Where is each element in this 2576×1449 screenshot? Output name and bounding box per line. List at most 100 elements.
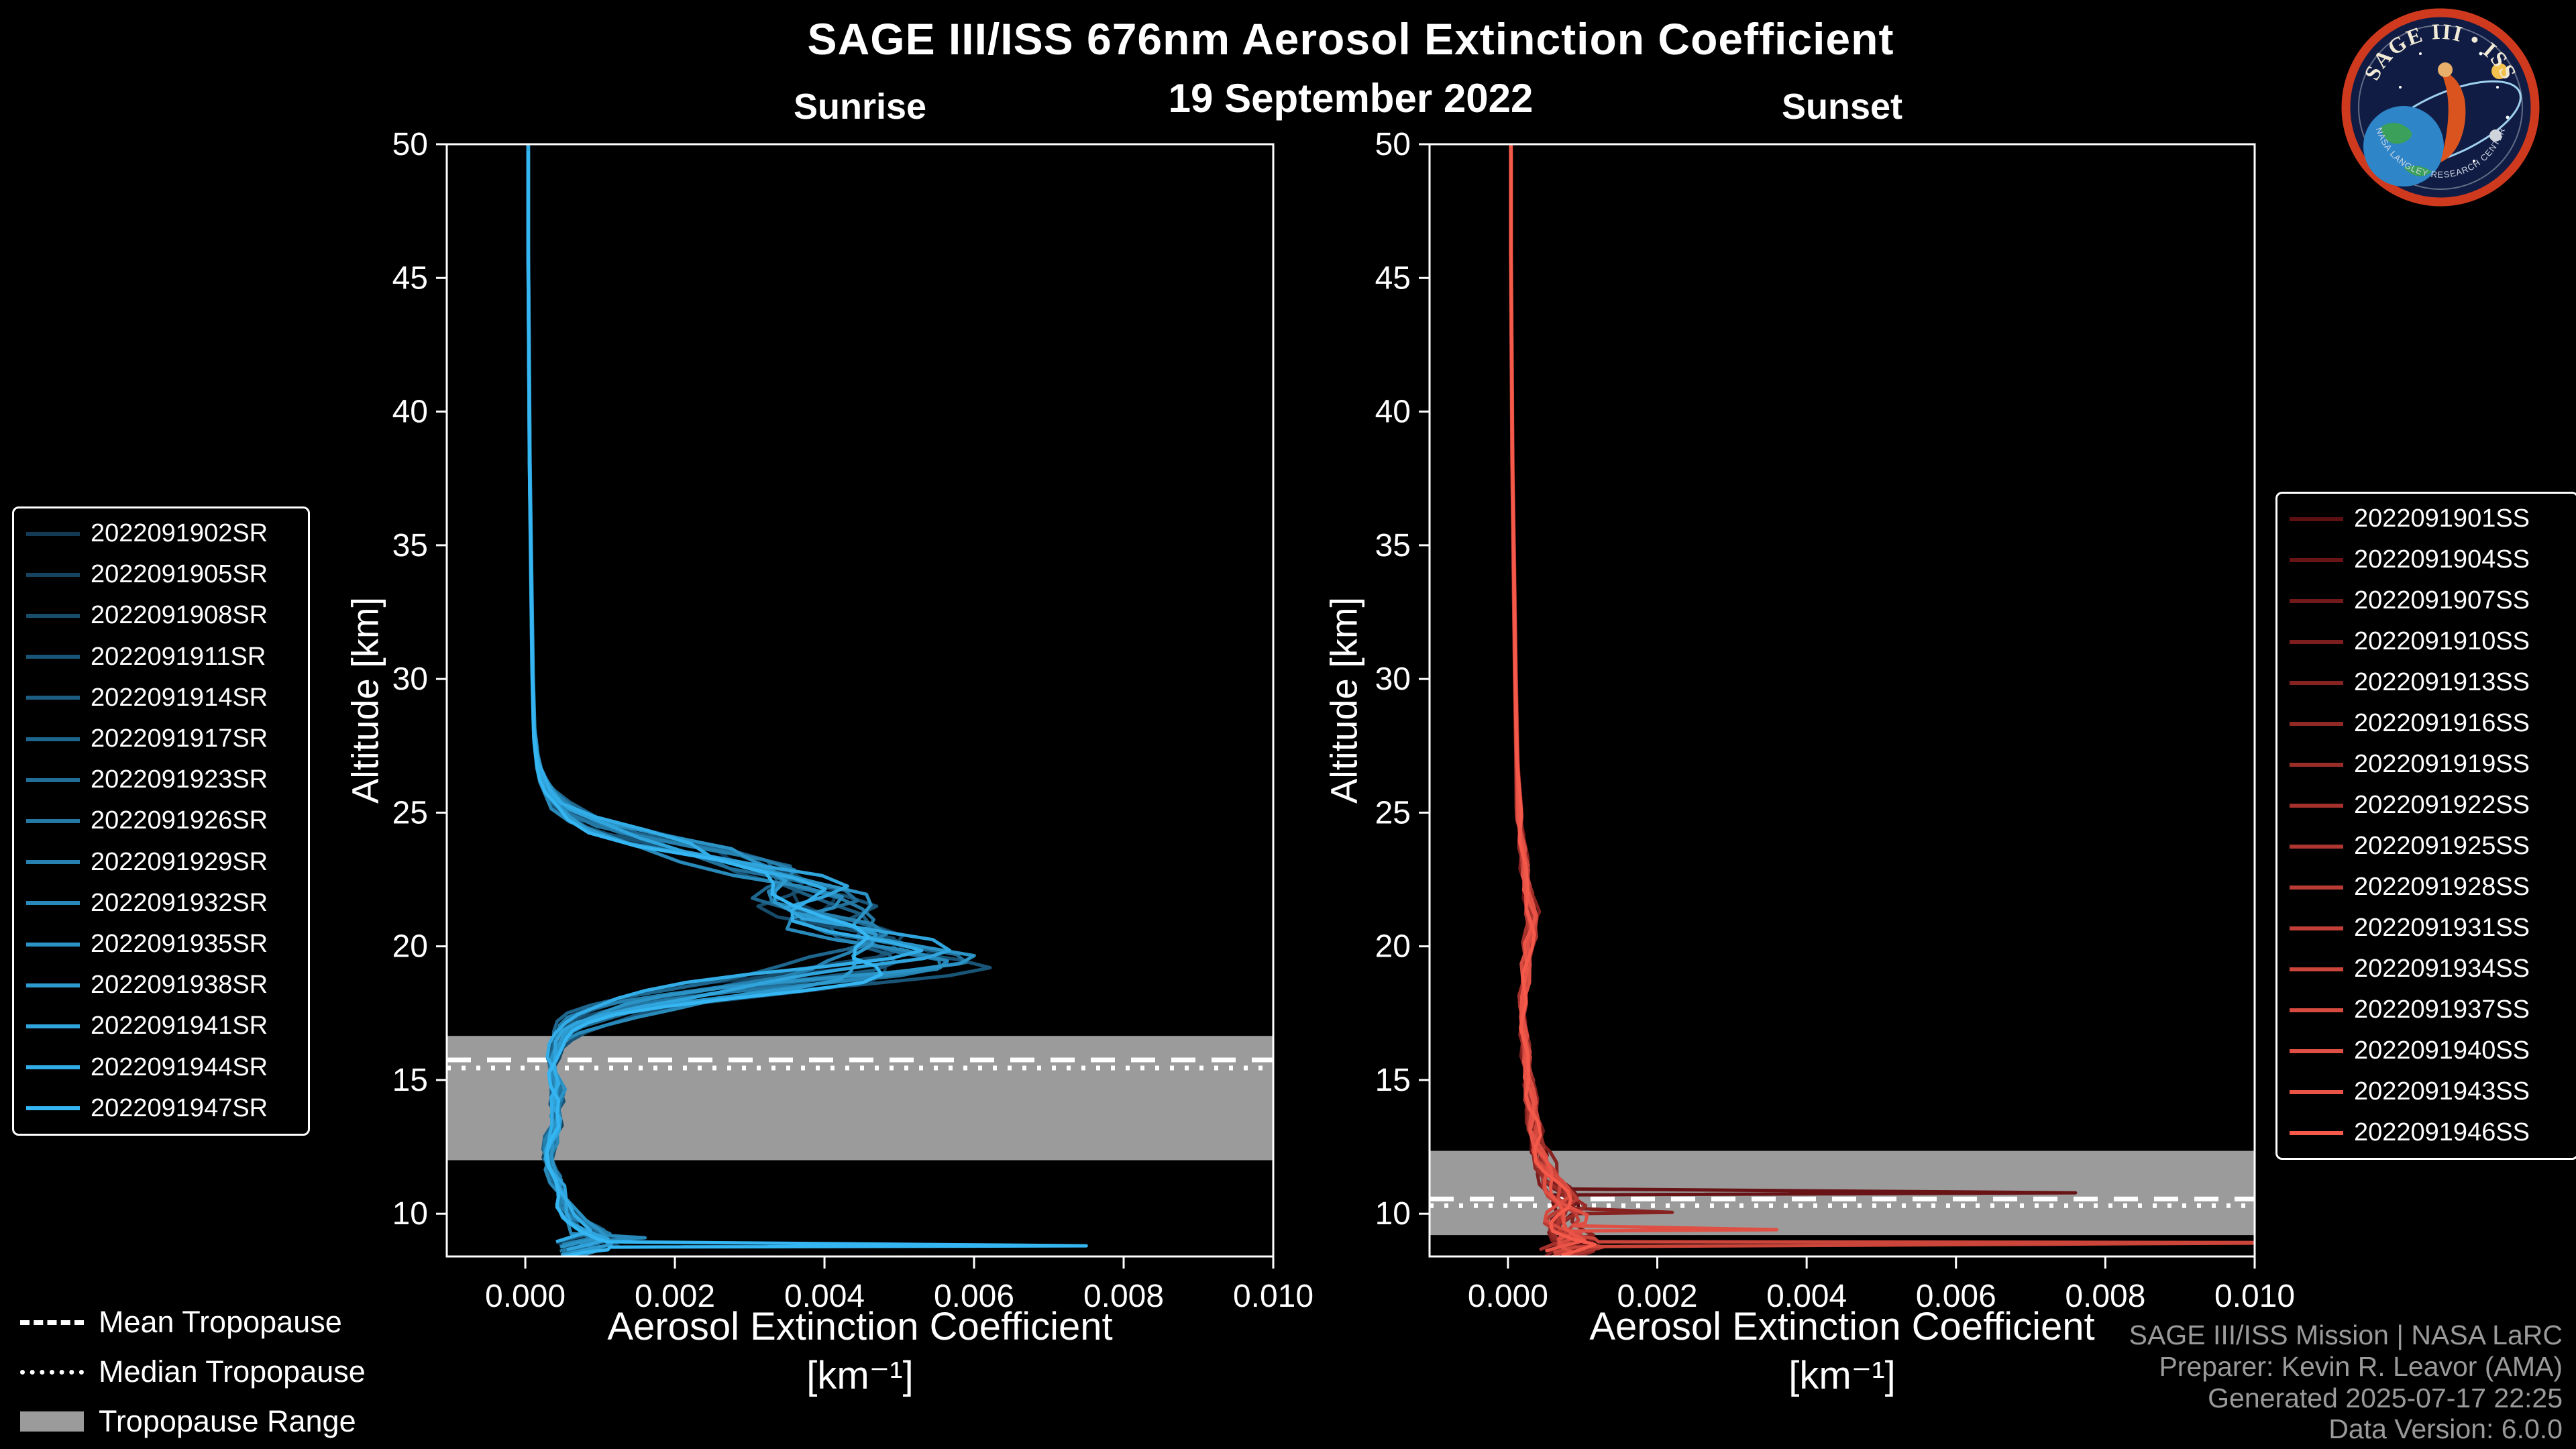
legend-label: 2022091929SR bbox=[91, 847, 268, 876]
legend-label: 2022091917SR bbox=[91, 724, 268, 753]
tropopause-legend-item: Mean Tropopause bbox=[20, 1305, 366, 1340]
legend-item: 2022091907SS bbox=[2290, 586, 2565, 615]
series-line-2022091947SR bbox=[526, 151, 1088, 1256]
dashed-swatch bbox=[20, 1320, 84, 1325]
x-axis-label-text: Aerosol Extinction Coefficient bbox=[1589, 1305, 2095, 1348]
legend-label: 2022091940SS bbox=[2354, 1036, 2530, 1065]
logo-stars bbox=[2399, 52, 2510, 162]
legend-label: 2022091901SS bbox=[2354, 504, 2530, 533]
legend-line-swatch bbox=[2290, 598, 2343, 603]
legend-line-swatch bbox=[26, 1106, 80, 1111]
legend-label: 2022091935SR bbox=[91, 930, 268, 959]
y-tick-label: 40 bbox=[1375, 394, 1411, 430]
y-tick-label: 10 bbox=[392, 1196, 428, 1232]
sunrise-plot-area bbox=[447, 144, 1273, 1256]
series-line-2022091901SS bbox=[1509, 144, 1581, 1250]
legend-item: 2022091947SR bbox=[26, 1094, 296, 1123]
legend-label: 2022091944SR bbox=[91, 1053, 268, 1081]
x-tick-label: 0.004 bbox=[1766, 1279, 1847, 1314]
plot-border bbox=[1428, 143, 2256, 1258]
series-line-2022091928SS bbox=[1509, 144, 1579, 1249]
x-tick-label: 0.008 bbox=[1083, 1279, 1164, 1314]
legend-item: 2022091928SS bbox=[2290, 873, 2565, 902]
legend-line-swatch bbox=[26, 1065, 80, 1070]
y-tick-label: 20 bbox=[392, 929, 428, 965]
x-tick-label: 0.000 bbox=[485, 1279, 566, 1314]
legend-line-swatch bbox=[26, 901, 80, 906]
y-tick-label: 45 bbox=[392, 260, 428, 296]
legend-line-swatch bbox=[26, 942, 80, 947]
series-line-2022091910SS bbox=[1509, 147, 1577, 1256]
x-axis-label-sunset: Aerosol Extinction Coefficient [km⁻¹] bbox=[1430, 1303, 2255, 1400]
legend-item: 2022091944SR bbox=[26, 1053, 296, 1082]
x-axis-unit: [km⁻¹] bbox=[1788, 1353, 1896, 1397]
legend-line-swatch bbox=[26, 777, 80, 782]
legend-item: 2022091923SR bbox=[26, 765, 296, 794]
legend-item: 2022091926SR bbox=[26, 806, 296, 835]
legend-item: 2022091914SR bbox=[26, 684, 296, 712]
y-tick-label: 45 bbox=[1375, 260, 1411, 296]
series-line-2022091913SS bbox=[1509, 144, 1674, 1248]
legend-line-swatch bbox=[26, 613, 80, 618]
legend-label: 2022091932SR bbox=[91, 888, 268, 917]
credits-block: SAGE III/ISS Mission | NASA LaRC Preparer… bbox=[2129, 1320, 2563, 1445]
legend-line-swatch bbox=[2290, 967, 2343, 971]
legend-item: 2022091911SR bbox=[26, 643, 296, 672]
legend-item: 2022091902SR bbox=[26, 519, 296, 548]
y-tick-label: 50 bbox=[1375, 127, 1411, 162]
x-tick-label: 0.006 bbox=[1916, 1279, 1996, 1314]
tropopause-range-band bbox=[447, 1036, 1273, 1161]
legend-line-swatch bbox=[2290, 680, 2343, 685]
x-tick-label: 0.010 bbox=[1233, 1279, 1313, 1314]
legend-item: 2022091934SS bbox=[2290, 955, 2565, 983]
page-title: SAGE III/ISS 676nm Aerosol Extinction Co… bbox=[807, 14, 1894, 64]
legend-item: 2022091931SS bbox=[2290, 914, 2565, 943]
x-tick-label: 0.002 bbox=[635, 1279, 715, 1314]
legend-item: 2022091925SS bbox=[2290, 832, 2565, 861]
y-tick-label: 30 bbox=[392, 661, 428, 697]
series-line-2022091940SS bbox=[1509, 153, 1779, 1256]
x-axis-unit: [km⁻¹] bbox=[806, 1353, 914, 1397]
legend-line-swatch bbox=[2290, 1130, 2343, 1135]
legend-line-swatch bbox=[2290, 517, 2343, 521]
legend-item: 2022091943SS bbox=[2290, 1077, 2565, 1106]
x-tick-label: 0.010 bbox=[2214, 1279, 2295, 1314]
sunset-plot-area bbox=[1430, 144, 2255, 1256]
legend-label: 2022091937SS bbox=[2354, 996, 2530, 1024]
x-tick-label: 0.004 bbox=[784, 1279, 865, 1314]
sunrise-legend: 2022091902SR 2022091905SR 2022091908SR 2022… bbox=[12, 506, 310, 1136]
credit-line: Preparer: Kevin R. Leavor (AMA) bbox=[2159, 1350, 2563, 1382]
legend-line-swatch bbox=[2290, 762, 2343, 767]
legend-item: 2022091938SR bbox=[26, 971, 296, 1000]
legend-label: 2022091941SR bbox=[91, 1012, 268, 1040]
legend-label: 2022091947SR bbox=[91, 1093, 268, 1122]
legend-item: 2022091901SS bbox=[2290, 504, 2565, 533]
legend-label: 2022091934SS bbox=[2354, 955, 2530, 983]
legend-line-swatch bbox=[2290, 1049, 2343, 1053]
legend-line-swatch bbox=[26, 983, 80, 987]
legend-item: 2022091917SR bbox=[26, 724, 296, 753]
tropopause-legend-item: Median Tropopause bbox=[20, 1354, 366, 1389]
tropopause-legend-label: Tropopause Range bbox=[99, 1404, 356, 1438]
legend-line-swatch bbox=[26, 860, 80, 865]
legend-line-swatch bbox=[26, 572, 80, 577]
legend-label: 2022091922SS bbox=[2354, 791, 2530, 819]
sage-iii-iss-logo: SAGE III • ISS NASA LANGLEY RESEARCH CEN… bbox=[2341, 8, 2540, 207]
y-tick-label: 15 bbox=[392, 1063, 428, 1098]
legend-line-swatch bbox=[2290, 803, 2343, 808]
sunrise-panel-title: Sunrise bbox=[793, 87, 927, 127]
legend-line-swatch bbox=[2290, 557, 2343, 562]
legend-line-swatch bbox=[26, 818, 80, 823]
legend-label: 2022091919SS bbox=[2354, 750, 2530, 778]
plot-border bbox=[445, 143, 1275, 1258]
legend-line-swatch bbox=[26, 696, 80, 700]
legend-label: 2022091907SS bbox=[2354, 586, 2530, 614]
series-line-2022091943SS bbox=[1509, 144, 1587, 1253]
legend-label: 2022091913SS bbox=[2354, 668, 2530, 696]
logo-moon bbox=[2489, 129, 2502, 142]
tropopause-legend-label: Median Tropopause bbox=[99, 1354, 366, 1389]
legend-line-swatch bbox=[26, 737, 80, 741]
legend-label: 2022091931SS bbox=[2354, 914, 2530, 942]
legend-label: 2022091928SS bbox=[2354, 873, 2530, 901]
